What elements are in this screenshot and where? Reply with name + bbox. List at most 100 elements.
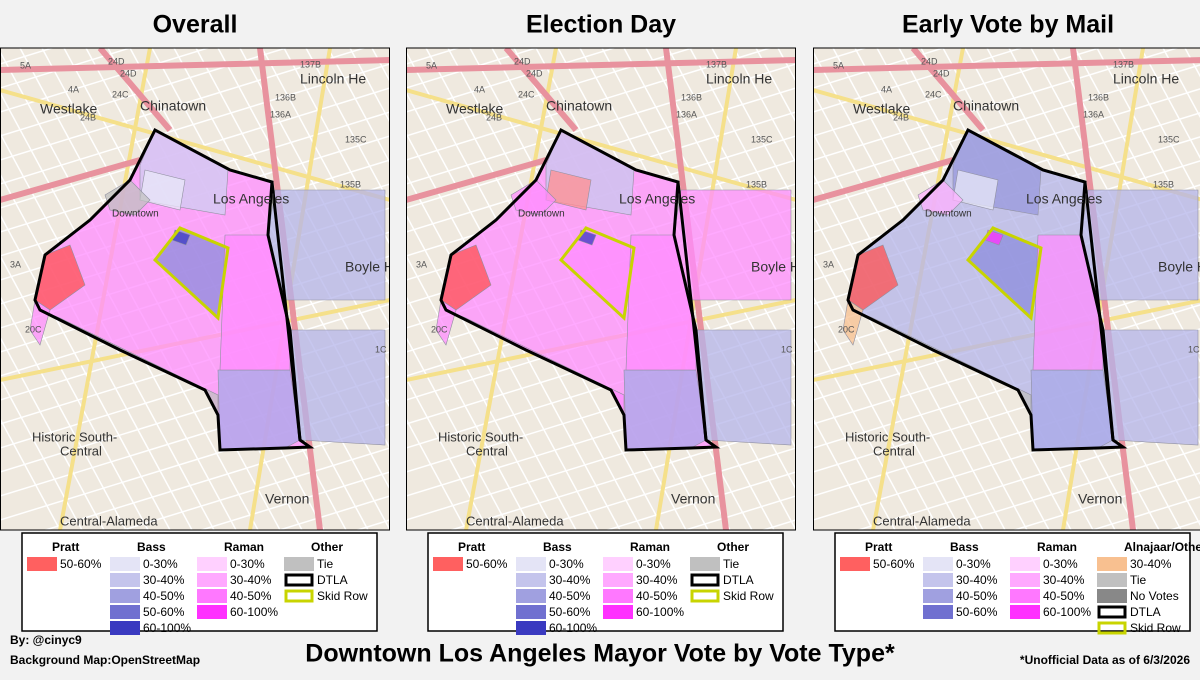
precinct (1103, 330, 1198, 445)
legend-label: DTLA (723, 573, 754, 587)
map-label: Vernon (265, 491, 309, 507)
legend-label: No Votes (1130, 589, 1179, 603)
legend-swatch (110, 605, 140, 619)
map-label: Central-Alameda (873, 513, 971, 528)
precinct (1031, 370, 1113, 450)
legend-swatch (1010, 557, 1040, 571)
map-label: 20C (838, 324, 855, 334)
map-label: 136B (275, 92, 296, 102)
map-label: 1C (1188, 344, 1200, 354)
panel-title: Early Vote by Mail (902, 11, 1114, 39)
map-label: Central (466, 443, 508, 458)
legend-swatch (1010, 589, 1040, 603)
legend-swatch (516, 573, 546, 587)
map-label: Historic South- (32, 429, 117, 444)
legend-swatch (284, 557, 314, 571)
legend-label: 50-60% (956, 605, 998, 619)
legend-swatch (603, 605, 633, 619)
credit-author: By: @cinyc9 (10, 633, 82, 647)
panel-title: Election Day (526, 11, 676, 39)
legend-swatch (923, 589, 953, 603)
legend-swatch (516, 589, 546, 603)
legend-swatch (1010, 573, 1040, 587)
map-label: 1C (375, 344, 387, 354)
legend-label: 40-50% (230, 589, 272, 603)
legend-label: Tie (723, 557, 740, 571)
legend-label: 40-50% (956, 589, 998, 603)
legend-label: 30-40% (956, 573, 998, 587)
map-label: 24D (921, 56, 938, 66)
legend-swatch (110, 621, 140, 635)
map-label: 135B (340, 179, 361, 189)
map-label: Chinatown (953, 98, 1019, 114)
legend-label: 50-60% (549, 605, 591, 619)
map-label: Chinatown (546, 98, 612, 114)
legend-label: DTLA (1130, 605, 1161, 619)
legend-heading: Raman (1037, 540, 1077, 554)
map-label: Lincoln He (300, 71, 366, 87)
legend-heading: Pratt (865, 540, 892, 554)
legend-label: 60-100% (143, 621, 191, 635)
map-label: Historic South- (845, 429, 930, 444)
map-label: 5A (833, 60, 844, 70)
legend-heading: Raman (630, 540, 670, 554)
map-label: Central-Alameda (466, 513, 564, 528)
map-label: Los Angeles (619, 191, 695, 207)
legend-swatch (603, 573, 633, 587)
legend-label: DTLA (317, 573, 348, 587)
map-label: Central (873, 443, 915, 458)
legend-label: Tie (1130, 573, 1147, 587)
map-label: Chinatown (140, 98, 206, 114)
map-label: 24D (120, 68, 137, 78)
legend-label: 30-40% (230, 573, 272, 587)
map-label: 136A (676, 109, 697, 119)
precinct (624, 370, 706, 450)
map-label: 24C (112, 89, 129, 99)
map-label: 135C (345, 134, 367, 144)
map-label: 3A (823, 259, 834, 269)
map-label: 24C (518, 89, 535, 99)
legend-swatch (603, 589, 633, 603)
map-label: Los Angeles (213, 191, 289, 207)
legend-swatch (1010, 605, 1040, 619)
map-label: 137B (706, 59, 727, 69)
map-label: 5A (426, 60, 437, 70)
legend-heading: Raman (224, 540, 264, 554)
legend-swatch (516, 621, 546, 635)
legend-heading: Bass (137, 540, 166, 554)
map-label: Downtown (925, 209, 972, 220)
map-label: Central (60, 443, 102, 458)
precinct (290, 330, 385, 445)
legend-heading: Pratt (458, 540, 485, 554)
map-label: 1C (781, 344, 793, 354)
map-label: 24D (514, 56, 531, 66)
map-label: 136A (270, 109, 291, 119)
map-label: 4A (881, 84, 892, 94)
map-label: 24B (893, 112, 909, 122)
legend-label: 0-30% (1043, 557, 1078, 571)
map-label: 24B (80, 112, 96, 122)
legend-heading: Other (717, 540, 749, 554)
panel-title: Overall (153, 11, 238, 39)
legend-heading: Bass (950, 540, 979, 554)
legend: Pratt50-60%Bass0-30%30-40%40-50%50-60%Ra… (835, 533, 1200, 635)
map-label: Historic South- (438, 429, 523, 444)
legend-label: 50-60% (60, 557, 102, 571)
precinct (696, 330, 791, 445)
legend-swatch (1097, 557, 1127, 571)
legend-swatch (197, 589, 227, 603)
map-label: 136A (1083, 109, 1104, 119)
legend-label: 50-60% (466, 557, 508, 571)
legend-heading: Bass (543, 540, 572, 554)
map-label: 136B (681, 92, 702, 102)
map-label: 135C (751, 134, 773, 144)
map-label: 24B (486, 112, 502, 122)
legend-label: 60-100% (1043, 605, 1091, 619)
map-label: Downtown (112, 209, 159, 220)
legend-swatch (923, 573, 953, 587)
legend-label: Skid Row (317, 589, 368, 603)
map-label: 135B (746, 179, 767, 189)
map-label: Central-Alameda (60, 513, 158, 528)
legend-swatch (923, 557, 953, 571)
